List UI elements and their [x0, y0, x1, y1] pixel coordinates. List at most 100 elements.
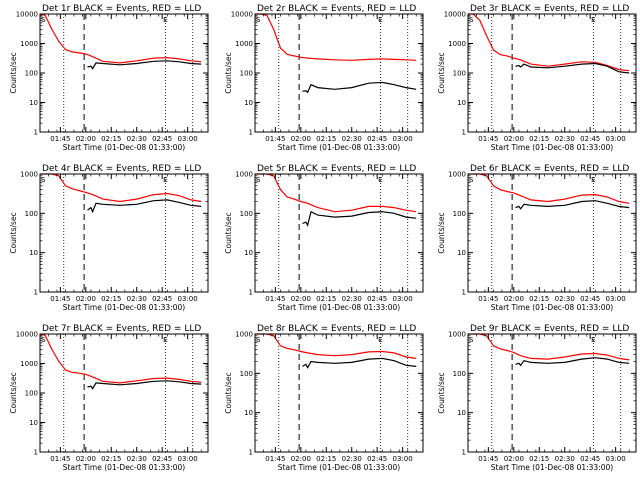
lld-series-line: [40, 173, 202, 203]
y-tick-label: 1000: [20, 360, 38, 368]
x-tick-label: 02:15: [101, 135, 121, 143]
y-tick-label: 1000: [448, 40, 466, 48]
y-tick-label: 1: [249, 129, 253, 137]
x-tick-label: 01:45: [265, 295, 285, 303]
events-series-line: [515, 357, 630, 367]
panel-title: Det 3r BLACK = Events, RED = LLD: [470, 4, 629, 14]
x-tick-label: 02:00: [76, 455, 96, 463]
end-marker-label: E: [163, 336, 167, 344]
y-tick-label: 1000: [20, 171, 38, 179]
x-tick-label: 02:00: [76, 135, 96, 143]
x-tick-label: 02:15: [101, 295, 121, 303]
start-marker-label: S: [41, 336, 46, 344]
panel-title: Det 5r BLACK = Events, RED = LLD: [257, 164, 416, 174]
x-tick-label: 02:45: [580, 135, 600, 143]
panel-2: Det 2r BLACK = Events, RED = LLD S E 1 10 100…: [224, 4, 424, 152]
x-tick-label: 02:30: [555, 295, 575, 303]
lld-series-line: [255, 173, 417, 213]
lld-series-line: [468, 173, 630, 204]
plot-frame: [254, 13, 424, 133]
lld-series-line: [39, 333, 202, 384]
plot-frame: [39, 173, 209, 293]
y-axis-label: Counts/sec: [437, 372, 446, 413]
x-tick-label: 02:30: [342, 295, 362, 303]
events-series-line: [515, 62, 630, 74]
x-tick-label: 02:30: [127, 295, 147, 303]
y-tick-label: 100: [25, 70, 38, 78]
x-tick-label: 02:45: [367, 295, 387, 303]
x-tick-label: 03:00: [178, 135, 198, 143]
plot-frame: [467, 173, 637, 293]
x-tick-label: 01:45: [50, 455, 70, 463]
y-tick-label: 10000: [231, 11, 253, 19]
y-tick-label: 1000: [235, 331, 253, 339]
y-tick-label: 10: [29, 99, 38, 107]
x-tick-label: 02:00: [291, 295, 311, 303]
x-tick-label: 02:00: [291, 455, 311, 463]
x-tick-label: 03:00: [178, 295, 198, 303]
y-tick-label: 1: [34, 129, 38, 137]
panel-title: Det 1r BLACK = Events, RED = LLD: [42, 4, 201, 14]
panel-title: Det 9r BLACK = Events, RED = LLD: [470, 324, 629, 334]
lld-series-line: [255, 13, 417, 61]
y-tick-label: 100: [240, 70, 253, 78]
lld-series-line: [39, 13, 202, 64]
y-tick-label: 10: [457, 99, 466, 107]
plot-frame: [467, 333, 637, 453]
end-marker-label: E: [163, 176, 167, 184]
x-tick-label: 02:00: [504, 295, 524, 303]
y-tick-label: 1: [249, 449, 253, 457]
panel-1: Det 1r BLACK = Events, RED = LLD S E 1 10 100…: [9, 4, 209, 152]
x-axis-label: Start Time (01-Dec-08 01:33:00): [63, 143, 185, 152]
x-axis-label: Start Time (01-Dec-08 01:33:00): [491, 303, 613, 312]
x-axis-label: Start Time (01-Dec-08 01:33:00): [278, 463, 400, 472]
lld-series-line: [255, 333, 417, 359]
start-marker-label: S: [469, 16, 474, 24]
end-marker-label: E: [378, 16, 382, 24]
x-tick-label: 02:15: [316, 295, 336, 303]
end-marker-label: E: [591, 176, 595, 184]
start-marker-label: S: [41, 16, 46, 24]
x-tick-label: 02:45: [152, 455, 172, 463]
x-tick-label: 03:00: [606, 295, 626, 303]
y-tick-label: 10000: [444, 11, 466, 19]
plot-frame: [39, 13, 209, 133]
start-marker-label: S: [469, 176, 474, 184]
y-tick-label: 100: [453, 70, 466, 78]
y-axis-label: Counts/sec: [224, 212, 233, 253]
y-tick-label: 100: [453, 210, 466, 218]
y-axis-label: Counts/sec: [9, 372, 18, 413]
panel-4: Det 4r BLACK = Events, RED = LLD S E 1 10 100…: [9, 164, 209, 312]
plot-frame: [39, 333, 209, 453]
y-tick-label: 1: [462, 449, 466, 457]
panel-title: Det 7r BLACK = Events, RED = LLD: [42, 324, 201, 334]
x-tick-label: 02:15: [316, 455, 336, 463]
start-marker-label: S: [256, 176, 261, 184]
x-tick-label: 02:45: [152, 295, 172, 303]
panel-7: Det 7r BLACK = Events, RED = LLD S E 1 10 100…: [9, 324, 209, 472]
y-tick-label: 1000: [235, 171, 253, 179]
x-tick-label: 02:45: [152, 135, 172, 143]
x-tick-label: 01:45: [50, 295, 70, 303]
end-marker-label: E: [591, 336, 595, 344]
panel-6: Det 6r BLACK = Events, RED = LLD S E 1 10 100…: [437, 164, 637, 312]
y-tick-label: 10: [244, 249, 253, 257]
x-tick-label: 01:45: [478, 455, 498, 463]
x-tick-label: 03:00: [178, 455, 198, 463]
events-series-line: [87, 199, 202, 214]
y-axis-label: Counts/sec: [437, 52, 446, 93]
y-tick-label: 1: [462, 129, 466, 137]
y-axis-label: Counts/sec: [437, 212, 446, 253]
x-axis-label: Start Time (01-Dec-08 01:33:00): [491, 143, 613, 152]
x-tick-label: 03:00: [393, 295, 413, 303]
x-tick-label: 02:30: [127, 135, 147, 143]
lld-series-line: [468, 13, 630, 72]
x-tick-label: 02:30: [555, 135, 575, 143]
start-marker-label: S: [41, 176, 46, 184]
x-tick-label: 02:00: [76, 295, 96, 303]
x-tick-label: 02:15: [529, 135, 549, 143]
events-series-line: [302, 81, 417, 94]
start-marker-label: S: [256, 336, 261, 344]
y-tick-label: 10: [244, 99, 253, 107]
